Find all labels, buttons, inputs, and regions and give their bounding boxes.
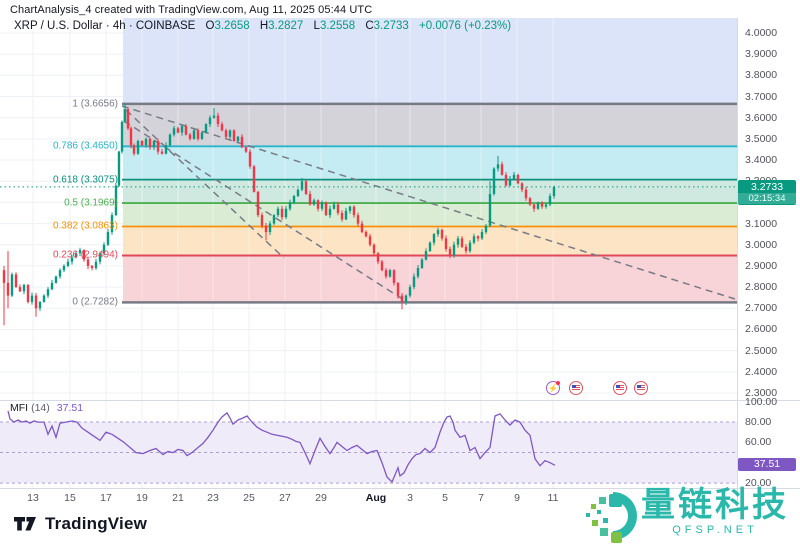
price-tick: 3.9000 [745,48,778,61]
time-tick: 11 [547,492,559,504]
high-value: 3.2827 [268,20,304,32]
time-tick: 5 [442,492,448,504]
change-value: +0.0076 (+0.23%) [419,20,512,32]
last-price-value: 3.2733 [750,181,784,193]
fib-label-0[interactable]: 0 (2.7282) [72,296,118,308]
watermark-text: 量链科技 [641,486,789,524]
close-value: 3.2733 [373,20,409,32]
price-tick: 2.8000 [745,281,778,294]
fib-zone [123,103,737,147]
time-tick: 25 [243,492,255,504]
trendline [123,120,405,301]
time-tick: 15 [64,492,76,504]
time-tick: 9 [514,492,520,504]
time-tick: 13 [27,492,39,504]
low-label: L [313,20,320,32]
time-tick: 17 [100,492,112,504]
price-tick: 4.0000 [745,27,778,39]
mfi-tick: 20.00 [745,477,772,490]
price-tick: 2.6000 [745,323,778,336]
price-tick: 3.5000 [745,132,778,145]
price-tick: 3.7000 [745,90,778,103]
mfi-params: (14) [31,402,50,414]
price-tick: 2.3000 [745,386,778,399]
chart-title: ChartAnalysis_4 created with TradingView… [10,4,373,16]
close-label: C [365,20,374,32]
us-flag-icon [637,385,645,391]
fib-label-0.786[interactable]: 0.786 (3.4650) [52,140,118,152]
tradingview-logo[interactable]: TradingView [14,514,147,534]
trendline [125,109,285,259]
mfi-value-badge: 37.51 [738,458,796,471]
low-value: 3.2558 [319,20,356,32]
fib-label-1[interactable]: 1 (3.6656) [72,98,118,110]
price-tick: 2.9000 [745,259,778,272]
time-tick: 23 [207,492,219,504]
fib-zone [123,255,737,303]
economic-event-flag-icon[interactable] [569,381,583,395]
mfi-name[interactable]: MFI [10,402,29,414]
mfi-indicator-legend[interactable]: MFI (14) 37.51 [10,402,83,414]
fib-zone [123,146,737,180]
price-tick: 3.1000 [745,217,778,230]
time-tick: 21 [172,492,184,504]
notification-dot [556,381,560,385]
price-tick: 2.7000 [745,302,778,315]
time-tick: 7 [478,492,484,504]
price-tick: 3.0000 [745,238,778,251]
us-flag-icon [616,385,624,391]
price-tick: 2.5000 [745,344,778,357]
crypto-event-icon[interactable]: ⚡ [546,381,560,395]
fib-zone [123,179,737,204]
candlestick-series [2,103,556,326]
mfi-last-value: 37.51 [56,402,84,414]
fib-label-0.618[interactable]: 0.618 (3.3075) [52,174,118,186]
tradingview-logo-text: TradingView [45,514,148,533]
brand-watermark: 量链科技 QFSP.NET [583,488,789,546]
symbol-name[interactable]: XRP / U.S. Dollar · 4h · COINBASE [14,20,196,32]
economic-event-flag-icon[interactable] [634,381,648,395]
price-tick: 3.6000 [745,111,778,124]
mfi-line [7,410,556,484]
open-value: 3.2658 [214,20,250,32]
time-tick: 27 [279,492,291,504]
fib-label-0.382[interactable]: 0.382 (3.0863) [52,220,118,232]
watermark-logo-icon [586,492,637,543]
price-tick: 3.4000 [745,154,778,167]
open-label: O [205,20,215,32]
time-tick: 3 [407,492,413,504]
time-tick: 19 [136,492,148,504]
economic-event-flag-icon[interactable] [613,381,627,395]
time-tick: 29 [315,492,327,504]
mfi-tick: 100.00 [745,395,778,408]
mfi-tick: 60.00 [745,436,772,449]
tradingview-logo-icon [14,517,36,531]
time-tick: Aug [365,492,387,504]
fib-label-0.236[interactable]: 0.236 (2.9494) [52,249,118,261]
fib-label-0.5[interactable]: 0.5 (3.1969) [64,197,118,209]
watermark-subtext: QFSP.NET [672,524,758,536]
fib-zone [123,203,737,227]
us-flag-icon [572,385,580,391]
event-markers-row: ⚡ [546,381,648,395]
last-price-badge: 3.2733 02:15:34 [738,180,796,205]
high-label: H [259,20,269,32]
bar-countdown: 02:15:34 [738,193,796,204]
symbol-ohlc-row[interactable]: XRP / U.S. Dollar · 4h · COINBASE O3.265… [14,20,511,32]
mfi-tick: 80.00 [745,416,772,429]
price-tick: 2.4000 [745,365,778,378]
price-tick: 3.8000 [745,69,778,82]
